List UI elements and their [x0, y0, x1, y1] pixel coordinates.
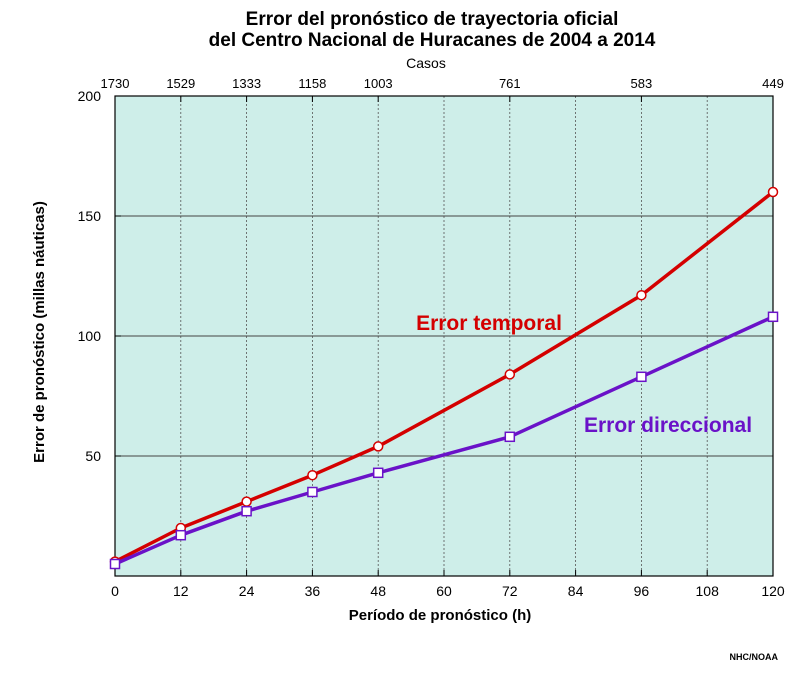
x-tick-label: 120 [761, 583, 785, 599]
cases-tick-label: 1529 [166, 76, 195, 91]
plot-frame [114, 95, 774, 577]
point-temporal [241, 496, 252, 507]
chart-title-line-2: del Centro Nacional de Huracanes de 2004… [209, 30, 656, 51]
cases-tick-label: 761 [499, 76, 521, 91]
point-temporal [636, 289, 647, 301]
point-direccional [636, 371, 647, 383]
cases-tick-label: 449 [762, 76, 784, 91]
point-temporal [504, 369, 516, 380]
cases-tick-label: 1003 [364, 76, 393, 91]
point-direccional [504, 431, 516, 443]
x-tick-label: 36 [305, 583, 321, 599]
cases-tick-label: 1730 [101, 76, 130, 91]
x-tick-label: 12 [173, 583, 189, 599]
chart-title: Error del pronóstico de trayectoria ofic… [209, 9, 656, 51]
x-tick-label: 60 [436, 583, 452, 599]
x-tick-label: 24 [239, 583, 255, 599]
point-direccional [307, 486, 318, 498]
point-direccional [767, 311, 779, 323]
credit-text: NHC/NOAA [730, 652, 779, 662]
series-line-temporal [114, 190, 775, 564]
chart-title-line-1: Error del pronóstico de trayectoria ofic… [246, 9, 619, 30]
x-axis-title: Período de pronóstico (h) [349, 607, 532, 624]
point-direccional [175, 529, 187, 541]
series-label-temporal: Error temporal [416, 312, 562, 335]
y-tick-label: 100 [78, 328, 102, 344]
point-temporal [307, 469, 318, 481]
point-direccional [241, 505, 252, 517]
x-tick-label: 48 [370, 583, 386, 599]
x-tick-label: 0 [111, 583, 119, 599]
point-temporal [372, 441, 384, 452]
x-tick-label: 96 [634, 583, 650, 599]
x-tick-label: 72 [502, 583, 518, 599]
cases-tick-label: 1158 [298, 76, 326, 91]
y-tick-label: 150 [78, 208, 102, 224]
y-tick-label: 50 [85, 448, 101, 464]
y-tick-label: 200 [78, 88, 102, 104]
series-label-direccional: Error direccional [584, 414, 752, 437]
x-tick-label: 108 [696, 583, 720, 599]
point-temporal [767, 186, 779, 198]
cases-axis-title: Casos [406, 55, 446, 71]
point-direccional [109, 558, 121, 570]
cases-tick-label: 1333 [232, 76, 261, 91]
x-tick-label: 84 [568, 583, 584, 599]
series-line-direccional [114, 315, 774, 566]
y-axis-title: Error de pronóstico (millas náuticas) [31, 201, 48, 463]
point-direccional [372, 467, 384, 479]
cases-tick-label: 583 [631, 76, 653, 91]
